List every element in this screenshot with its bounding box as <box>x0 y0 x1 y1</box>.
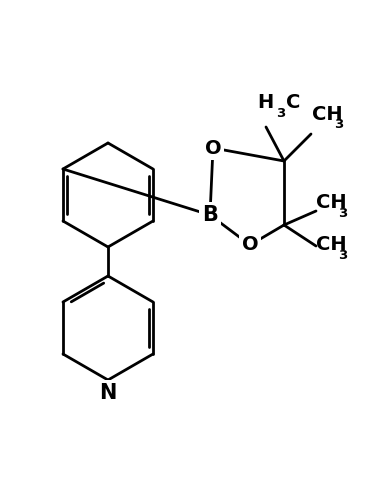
Text: 3: 3 <box>276 107 285 120</box>
Text: B: B <box>202 205 218 225</box>
Text: CH: CH <box>312 104 343 124</box>
Text: C: C <box>286 94 300 113</box>
Text: CH: CH <box>316 236 347 255</box>
Text: H: H <box>258 94 274 113</box>
Text: O: O <box>242 236 258 255</box>
Text: 3: 3 <box>334 118 343 131</box>
Text: 3: 3 <box>338 207 347 220</box>
Text: 3: 3 <box>338 249 347 262</box>
Text: N: N <box>99 383 117 403</box>
Text: CH: CH <box>316 194 347 213</box>
Text: O: O <box>205 139 221 157</box>
